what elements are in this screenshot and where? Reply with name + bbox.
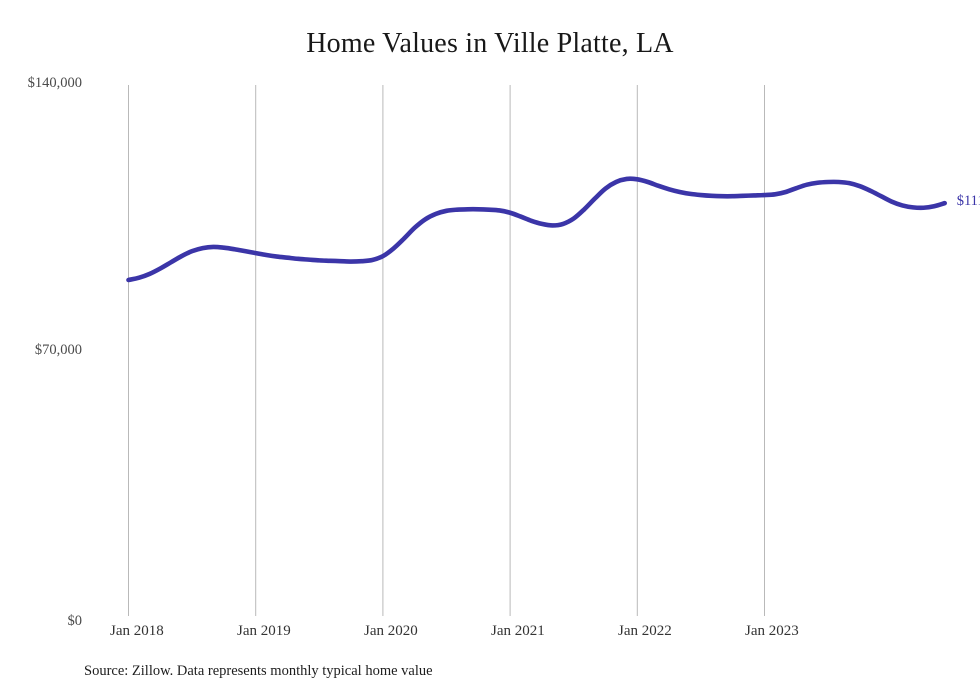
x-axis-tick-label-jan-2023: Jan 2023 [745,623,799,639]
x-axis-tick-label-jan-2020: Jan 2020 [364,623,418,639]
x-axis-tick-label-jan-2022: Jan 2022 [618,623,672,639]
y-axis-tick-label-0: $0 [67,613,83,629]
end-value-annotation: $111,975 [956,193,980,210]
gridlines [128,85,765,616]
source-note: Source: Zillow. Data represents monthly … [84,663,433,679]
data-series-line [126,176,947,283]
chart-title: Home Values in Ville Platte, LA [306,28,674,59]
x-axis-tick-label-jan-2018: Jan 2018 [110,623,164,639]
x-axis-tick-label-jan-2019: Jan 2019 [237,623,291,639]
x-axis-tick-label-jan-2021: Jan 2021 [491,623,545,639]
y-axis-tick-label-140000: $140,000 [27,75,82,91]
y-axis-tick-label-70000: $70,000 [34,342,82,358]
